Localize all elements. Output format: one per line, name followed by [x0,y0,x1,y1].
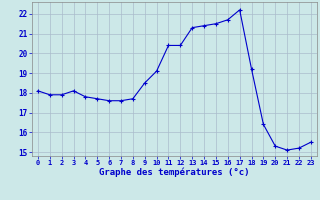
X-axis label: Graphe des températures (°c): Graphe des températures (°c) [99,168,250,177]
